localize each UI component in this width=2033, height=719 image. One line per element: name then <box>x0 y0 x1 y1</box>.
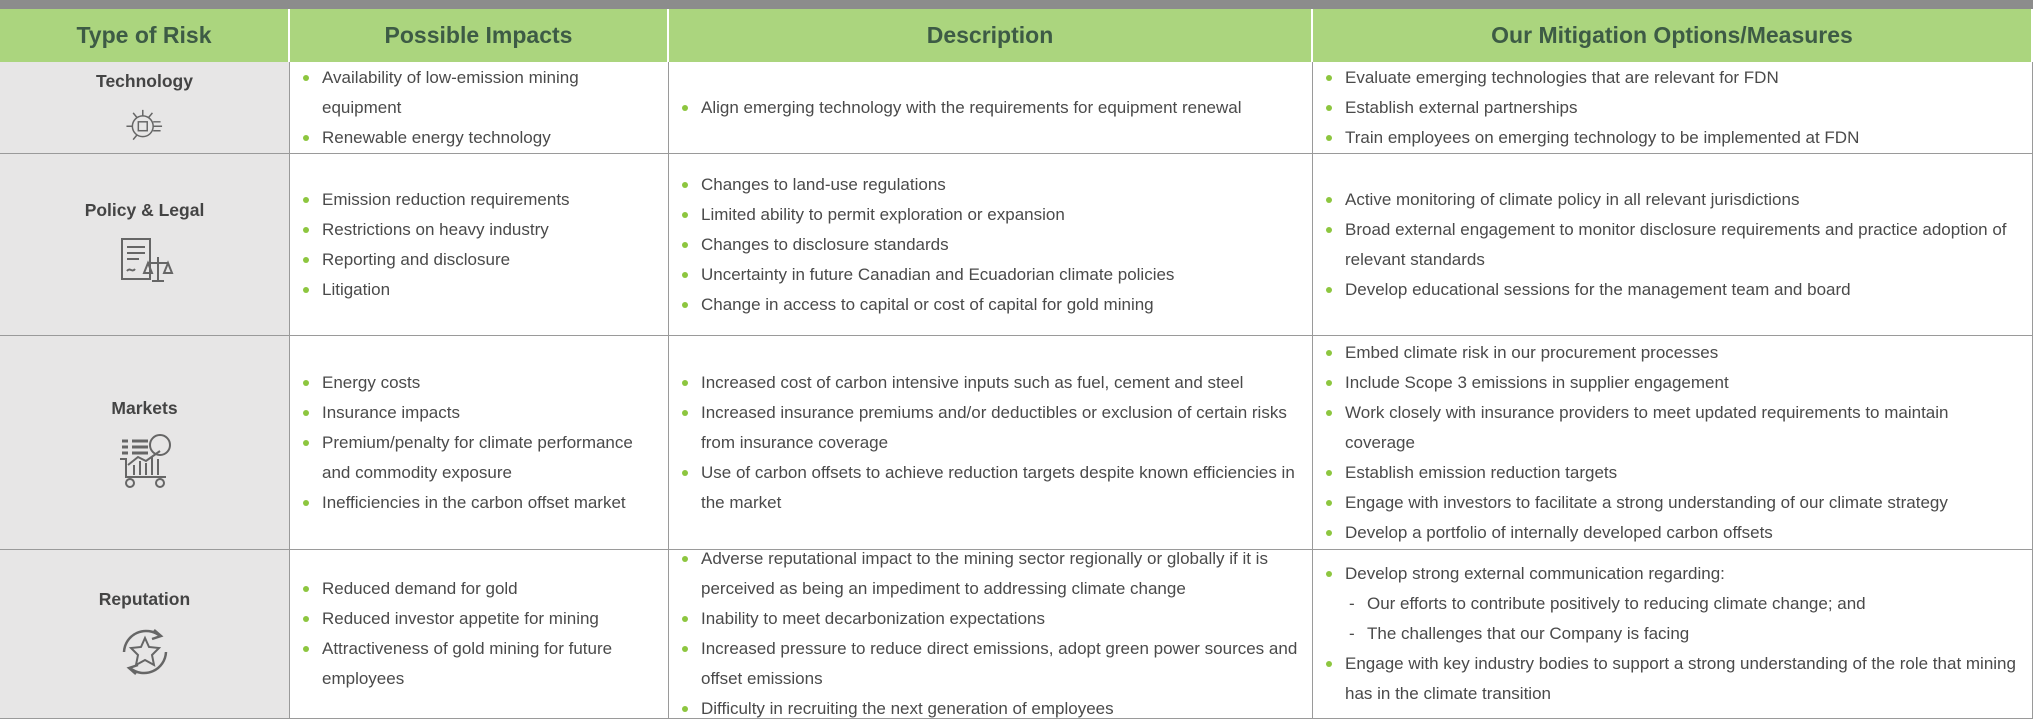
bullet-item: Engage with key industry bodies to suppo… <box>1323 649 2022 709</box>
bullet-item: Changes to land-use regulations <box>679 170 1174 200</box>
bullet-item: Uncertainty in future Canadian and Ecuad… <box>679 260 1174 290</box>
bullet-item: Inability to meet decarbonization expect… <box>679 604 1302 634</box>
bullet-item: Establish emission reduction targets <box>1323 458 2022 488</box>
bullet-list: Active monitoring of climate policy in a… <box>1323 185 2022 305</box>
risk-cell: Markets <box>0 336 290 550</box>
mitigation-cell: Evaluate emerging technologies that are … <box>1313 62 2033 154</box>
bullet-item: Active monitoring of climate policy in a… <box>1323 185 2022 215</box>
bullet-item: Increased insurance premiums and/or dedu… <box>679 398 1302 458</box>
risk-cell: Technology <box>0 62 290 154</box>
bullet-item: Develop educational sessions for the man… <box>1323 275 2022 305</box>
bullet-item: Difficulty in recruiting the next genera… <box>679 694 1302 719</box>
mitigation-cell: Develop strong external communication re… <box>1313 550 2033 719</box>
bullet-item: Restrictions on heavy industry <box>300 215 570 245</box>
bullet-item: Inefficiencies in the carbon offset mark… <box>300 488 658 518</box>
bullet-item: Reduced demand for gold <box>300 574 658 604</box>
mitigation-cell: Embed climate risk in our procurement pr… <box>1313 336 2033 550</box>
impacts-cell: Emission reduction requirements Restricti… <box>290 154 669 336</box>
bullet-item: Embed climate risk in our procurement pr… <box>1323 338 2022 368</box>
risk-icon <box>119 433 171 488</box>
header-cell: Possible Impacts <box>290 9 669 62</box>
risk-icon <box>125 109 162 140</box>
bullet-item: Energy costs <box>300 368 658 398</box>
bullet-item: Develop a portfolio of internally develo… <box>1323 518 2022 548</box>
bullet-item: Reporting and disclosure <box>300 245 570 275</box>
risk-name: Policy & Legal <box>84 199 205 220</box>
impacts-cell: Energy costs Insurance impacts Premium/pen… <box>290 336 669 550</box>
mitigation-cell: Active monitoring of climate policy in a… <box>1313 154 2033 336</box>
bullet-list: Develop strong external communication re… <box>1323 559 2022 709</box>
bullet-item: Develop strong external communication re… <box>1323 559 2022 589</box>
bullet-list: Availability of low-emission mining equi… <box>300 63 658 153</box>
bullet-item: Premium/penalty for climate performance … <box>300 428 658 488</box>
bullet-item: Use of carbon offsets to achieve reducti… <box>679 458 1302 518</box>
risk-cell: Reputation <box>0 550 290 719</box>
description-cell: Align emerging technology with the requi… <box>669 62 1313 154</box>
bullet-list: Energy costs Insurance impacts Premium/pen… <box>300 368 658 518</box>
bullet-item: Engage with investors to facilitate a st… <box>1323 488 2022 518</box>
bullet-item: Work closely with insurance providers to… <box>1323 398 2022 458</box>
bullet-item: Align emerging technology with the requi… <box>679 93 1242 123</box>
bullet-list: Emission reduction requirements Restricti… <box>300 185 570 305</box>
bullet-item: Insurance impacts <box>300 398 658 428</box>
bullet-item: Broad external engagement to monitor dis… <box>1323 215 2022 275</box>
bullet-item: Include Scope 3 emissions in supplier en… <box>1323 368 2022 398</box>
bullet-item: Renewable energy technology <box>300 123 658 153</box>
risk-cell: Policy & Legal <box>0 154 290 336</box>
bullet-list: Increased cost of carbon intensive input… <box>679 368 1302 518</box>
risk-name: Technology <box>96 70 193 91</box>
sub-item: The challenges that our Company is facin… <box>1323 619 2022 649</box>
header-cell: Type of Risk <box>0 9 290 62</box>
top-bar <box>0 0 2033 9</box>
bullet-item: Changes to disclosure standards <box>679 230 1174 260</box>
bullet-item: Litigation <box>300 275 570 305</box>
risk-icon <box>120 237 173 282</box>
sub-item: Our efforts to contribute positively to … <box>1323 589 2022 619</box>
header-cell: Our Mitigation Options/Measures <box>1313 9 2033 62</box>
description-cell: Increased cost of carbon intensive input… <box>669 336 1313 550</box>
bullet-list: Changes to land-use regulations Limited a… <box>679 170 1174 320</box>
bullet-item: Limited ability to permit exploration or… <box>679 200 1174 230</box>
risk-name: Reputation <box>98 589 191 609</box>
bullet-item: Increased pressure to reduce direct emis… <box>679 634 1302 694</box>
impacts-cell: Reduced demand for gold Reduced investor … <box>290 550 669 719</box>
bullet-item: Attractiveness of gold mining for future… <box>300 634 658 694</box>
impacts-cell: Availability of low-emission mining equi… <box>290 62 669 154</box>
risk-icon <box>122 629 167 675</box>
header-cell: Description <box>669 9 1313 62</box>
description-cell: Changes to land-use regulations Limited a… <box>669 154 1313 336</box>
bullet-item: Availability of low-emission mining equi… <box>300 63 658 123</box>
risk-table: Type of Risk Possible Impacts Description O… <box>0 9 2033 719</box>
bullet-list: Evaluate emerging technologies that are … <box>1323 63 1859 153</box>
bullet-list: Adverse reputational impact to the minin… <box>679 544 1302 719</box>
bullet-item: Emission reduction requirements <box>300 185 570 215</box>
bullet-item: Adverse reputational impact to the minin… <box>679 544 1302 604</box>
bullet-item: Reduced investor appetite for mining <box>300 604 658 634</box>
bullet-list: Align emerging technology with the requi… <box>679 93 1242 123</box>
bullet-item: Establish external partnerships <box>1323 93 1859 123</box>
bullet-item: Increased cost of carbon intensive input… <box>679 368 1302 398</box>
bullet-list: Reduced demand for gold Reduced investor … <box>300 574 658 694</box>
bullet-list: Embed climate risk in our procurement pr… <box>1323 338 2022 548</box>
bullet-item: Change in access to capital or cost of c… <box>679 290 1174 320</box>
bullet-item: Evaluate emerging technologies that are … <box>1323 63 1859 93</box>
description-cell: Adverse reputational impact to the minin… <box>669 549 1313 719</box>
bullet-item: Train employees on emerging technology t… <box>1323 123 1859 153</box>
risk-name: Markets <box>111 397 178 418</box>
